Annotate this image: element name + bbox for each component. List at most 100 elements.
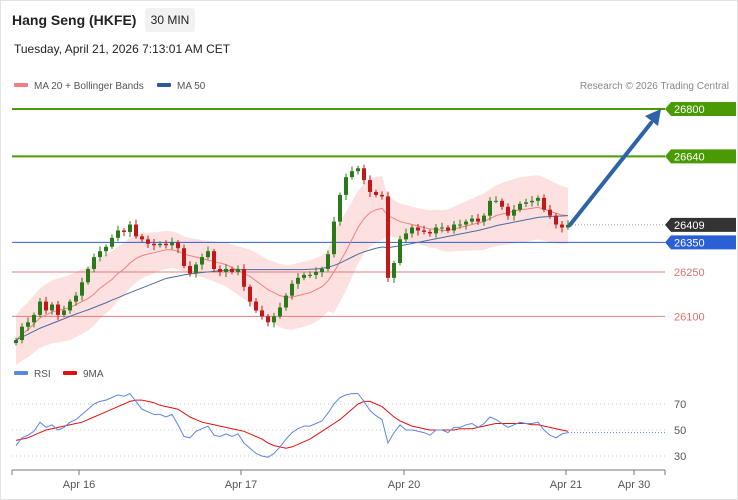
candle-body [236,268,240,272]
x-axis: Apr 16 Apr 17 Apr 20 Apr 21 Apr 30 [11,469,666,491]
legend-ma50: MA 50 [157,81,205,92]
candle-body [440,227,444,229]
candle-body [548,209,552,216]
candle-body [56,304,60,315]
candle-body [344,177,348,195]
candle-body [218,268,222,272]
candle-body [488,200,492,216]
candle-body [188,266,192,274]
candle-body [464,221,468,225]
x-tick-label: Apr 21 [550,479,582,491]
candle-body [20,326,24,341]
candle-body [266,316,270,323]
candle-body [566,224,570,228]
candle-body [500,200,504,207]
candle-body [278,307,282,317]
rsi-tick-30: 30 [674,451,686,463]
credit-text: Research © 2026 Trading Central [579,81,729,92]
candle-body [368,180,372,192]
level-label-26350: 26350 [674,237,705,249]
ma50-line [15,215,569,341]
candle-body [494,200,498,202]
candle-body [524,202,528,204]
candle-body [32,314,36,323]
level-label-26100: 26100 [674,311,705,323]
projection-arrow-shaft [568,121,653,227]
candle-body [554,215,558,225]
candle-body [194,264,198,274]
candle-body [170,242,174,246]
candle-body [506,206,510,216]
candle-body [50,304,54,311]
level-label-26409: 26409 [674,220,705,232]
rsi-panel: 70 50 30 [12,392,686,463]
candle-body [164,243,168,246]
candle-body [392,263,396,278]
level-label-26640: 26640 [674,151,705,163]
candle-body [404,233,408,240]
candle-body [26,322,30,327]
level-label-26250: 26250 [674,267,705,279]
candle-body [248,286,252,302]
candle-body [104,246,108,252]
candle-body [110,237,114,247]
level-tag-26800 [665,102,736,116]
candle-body [272,316,276,323]
legend-rsi-ma: 9MA [63,369,104,380]
candle-body [140,236,144,240]
candle-body [122,230,126,232]
projection-arrow [568,109,661,227]
legend-ma20: MA 20 + Bollinger Bands [14,81,144,92]
candle-body [62,310,66,315]
level-lines [12,108,665,317]
level-label-26800: 26800 [674,104,705,116]
instrument-title: Hang Seng (HKFE) [12,12,137,28]
candle-body [350,171,354,178]
candle-body [128,224,132,232]
candle-body [320,268,324,272]
candle-body [416,227,420,231]
level-tag-26640 [665,149,736,164]
candle-body [380,194,384,197]
x-tick-label: Apr 16 [63,479,95,491]
candle-body [152,243,156,246]
rsi-tick-50: 50 [674,425,686,437]
level-tag-26409 [665,217,736,232]
candle-body [74,295,78,302]
candle-body [482,215,486,222]
candle-body [212,251,216,269]
candle-body [86,268,90,283]
candle-body [458,224,462,226]
x-tick-label: Apr 30 [618,479,650,491]
candle-body [452,224,456,231]
rsi-swatch [14,371,28,376]
candle-body [206,251,210,258]
candle-body [338,194,342,222]
candle-body [560,224,564,228]
legend-rsi: RSI [14,369,51,380]
projection-arrowhead [645,109,661,126]
candle-body [200,257,204,265]
candles [14,164,570,346]
timeframe-button[interactable]: 30 MIN [145,8,195,32]
candle-body [254,301,258,311]
candle-body [410,227,414,234]
candle-body [470,218,474,222]
x-tick-label: Apr 20 [388,479,420,491]
candle-body [362,168,366,181]
candle-body [542,197,546,210]
candle-body [92,257,96,269]
rsi-line [15,392,569,458]
candle-body [38,301,42,315]
rsi-ma-label: 9MA [83,369,104,380]
candle-body [284,295,288,308]
candle-body [518,203,522,210]
candle-body [536,197,540,201]
candle-body [314,271,318,275]
candle-body [230,268,234,272]
candle-body [530,200,534,203]
candle-body [158,243,162,246]
ma20-label: MA 20 + Bollinger Bands [34,81,144,92]
